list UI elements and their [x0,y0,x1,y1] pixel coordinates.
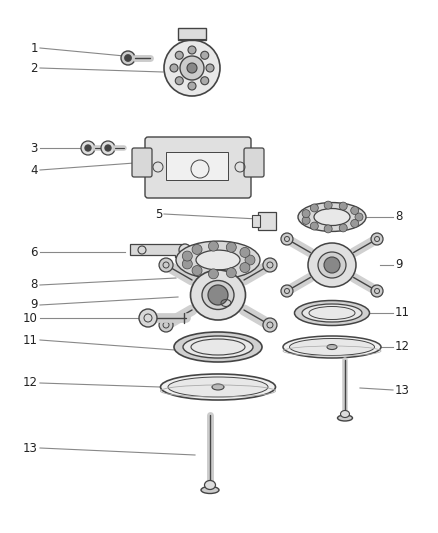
Text: 13: 13 [395,384,410,397]
Circle shape [159,318,173,332]
Circle shape [208,269,219,279]
Circle shape [188,46,196,54]
Circle shape [263,258,277,272]
Circle shape [302,216,310,224]
Circle shape [192,245,202,254]
Circle shape [187,63,197,73]
Circle shape [164,40,220,96]
Circle shape [324,201,332,209]
FancyBboxPatch shape [244,148,264,177]
Circle shape [355,213,363,221]
Text: 4: 4 [31,164,38,176]
Circle shape [182,251,192,261]
Polygon shape [130,244,185,257]
Text: 9: 9 [395,259,403,271]
Circle shape [310,222,318,230]
Circle shape [175,51,183,59]
Circle shape [105,145,111,151]
Ellipse shape [340,410,350,417]
Ellipse shape [318,252,346,278]
Circle shape [81,141,95,155]
Text: 6: 6 [31,246,38,259]
Text: 10: 10 [23,311,38,325]
Ellipse shape [183,336,253,358]
Circle shape [201,77,209,85]
Circle shape [263,318,277,332]
Text: 8: 8 [395,211,403,223]
Circle shape [188,82,196,90]
Circle shape [245,255,255,265]
Bar [252,215,260,227]
Circle shape [302,209,310,217]
Text: 5: 5 [155,207,162,221]
Circle shape [121,51,135,65]
Circle shape [226,243,236,252]
Circle shape [159,258,173,272]
Circle shape [192,265,202,276]
Text: 12: 12 [23,376,38,390]
Circle shape [339,224,347,232]
Ellipse shape [338,415,353,421]
Ellipse shape [160,374,276,400]
Circle shape [170,64,178,72]
Bar [178,28,206,40]
Ellipse shape [298,203,366,231]
Ellipse shape [212,384,224,390]
Ellipse shape [191,270,246,320]
Circle shape [201,51,209,59]
Circle shape [339,202,347,210]
Circle shape [226,268,236,278]
Circle shape [139,309,157,327]
Circle shape [281,233,293,245]
Ellipse shape [308,243,356,287]
Bar [166,152,228,180]
Ellipse shape [294,301,370,326]
Circle shape [351,206,359,214]
Text: 2: 2 [31,61,38,75]
Ellipse shape [290,338,374,356]
Circle shape [208,241,219,251]
Ellipse shape [302,304,362,322]
Ellipse shape [174,332,262,362]
Ellipse shape [202,280,234,310]
Circle shape [180,56,204,80]
Ellipse shape [314,208,350,225]
Ellipse shape [176,241,260,279]
Circle shape [208,285,228,305]
Ellipse shape [168,377,268,397]
Circle shape [371,233,383,245]
Text: 9: 9 [31,298,38,311]
Ellipse shape [196,250,240,270]
Ellipse shape [327,344,337,350]
Ellipse shape [205,481,215,489]
Circle shape [240,247,250,257]
Circle shape [281,285,293,297]
Text: 1: 1 [31,42,38,54]
Text: 11: 11 [23,334,38,346]
Ellipse shape [283,336,381,358]
Circle shape [240,263,250,272]
Circle shape [351,220,359,228]
FancyBboxPatch shape [145,137,251,198]
Text: 3: 3 [31,141,38,155]
Bar [258,212,276,230]
Circle shape [179,244,191,256]
Circle shape [182,259,192,269]
Circle shape [206,64,214,72]
Circle shape [324,257,340,273]
Circle shape [371,285,383,297]
Text: 8: 8 [31,279,38,292]
Circle shape [310,204,318,212]
Circle shape [85,145,91,151]
Text: 12: 12 [395,341,410,353]
Ellipse shape [201,487,219,494]
Circle shape [324,225,332,233]
Circle shape [175,77,183,85]
FancyBboxPatch shape [132,148,152,177]
Circle shape [124,54,131,61]
Circle shape [101,141,115,155]
Text: 11: 11 [395,306,410,319]
Text: 13: 13 [23,441,38,455]
